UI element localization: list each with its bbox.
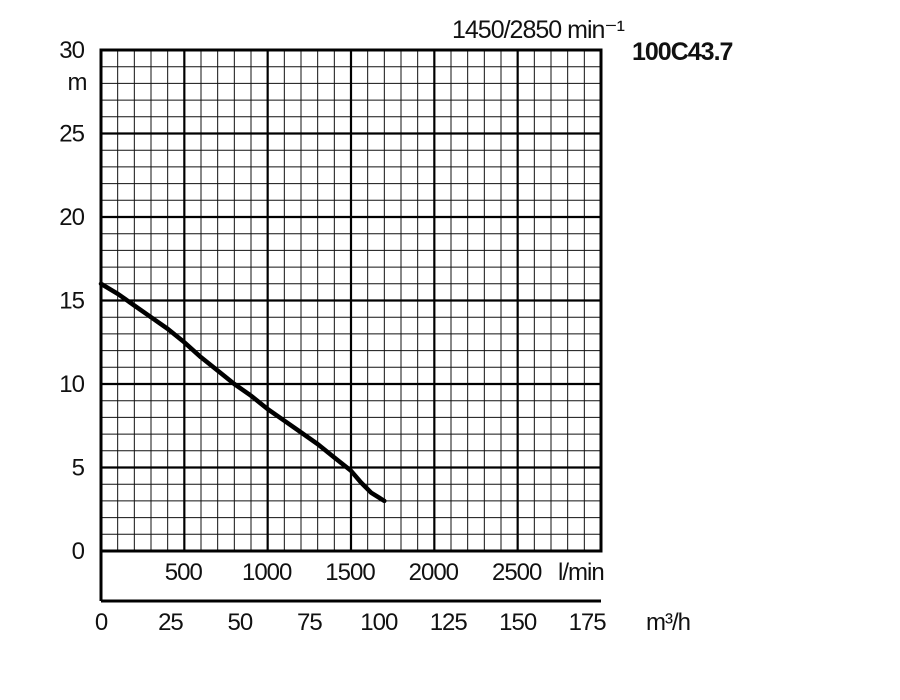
y-tick-label: 30 xyxy=(59,37,84,64)
x-lmin-tick-label: 1500 xyxy=(325,559,375,586)
y-axis-unit: m xyxy=(68,69,87,96)
chart-frame xyxy=(99,48,603,603)
x-lmin-tick-label: 1000 xyxy=(242,559,292,586)
x-m3h-tick-label: 50 xyxy=(228,609,253,636)
x-lmin-tick-label: 2500 xyxy=(492,559,542,586)
x-lmin-tick-label: 2000 xyxy=(409,559,459,586)
x-m3h-tick-label: 0 xyxy=(95,609,108,636)
x-m3h-tick-label: 150 xyxy=(499,609,537,636)
grid-major xyxy=(101,50,601,551)
y-tick-labels: 0 5 10 15 20 25 30 xyxy=(59,37,85,565)
x-m3h-tick-label: 175 xyxy=(569,609,607,636)
x-lmin-tick-label: 500 xyxy=(165,559,203,586)
model-label: 100C43.7 xyxy=(632,38,733,66)
x-lmin-unit: l/min xyxy=(558,559,604,586)
speed-label: 1450/2850 min⁻¹ xyxy=(452,16,625,44)
y-tick-label: 25 xyxy=(59,121,84,148)
y-tick-label: 15 xyxy=(59,288,84,315)
x-m3h-tick-label: 25 xyxy=(158,609,183,636)
y-tick-label: 5 xyxy=(72,455,85,482)
y-tick-label: 0 xyxy=(72,538,85,565)
x-m3h-tick-label: 125 xyxy=(430,609,468,636)
x-m3h-tick-labels: 0 25 50 75 100 125 150 175 xyxy=(95,609,607,636)
y-tick-label: 20 xyxy=(59,204,84,231)
x-m3h-tick-label: 100 xyxy=(360,609,398,636)
x-m3h-tick-label: 75 xyxy=(297,609,322,636)
x-lmin-tick-labels: 500 1000 1500 2000 2500 xyxy=(165,559,543,586)
curve-layer xyxy=(98,281,387,504)
plot-border xyxy=(99,48,603,553)
y-tick-label: 10 xyxy=(59,371,84,398)
x-m3h-unit: m³/h xyxy=(646,609,690,636)
pump-curve-line xyxy=(98,281,387,504)
